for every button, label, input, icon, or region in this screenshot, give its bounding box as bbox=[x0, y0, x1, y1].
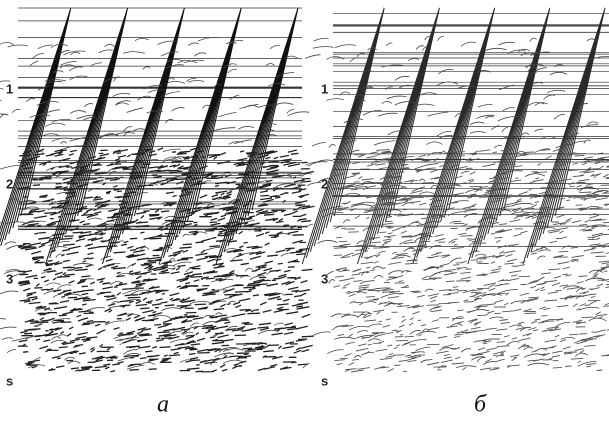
time-label: 1 bbox=[321, 81, 328, 96]
reflection-events bbox=[157, 36, 246, 366]
first-arrival bbox=[467, 7, 551, 265]
time-label: 1 bbox=[6, 81, 13, 96]
first-arrival bbox=[522, 7, 606, 265]
reflection-events bbox=[301, 37, 396, 369]
first-arrival bbox=[45, 7, 129, 265]
first-arrival bbox=[412, 7, 496, 265]
reflection-events bbox=[520, 37, 609, 367]
reflection-events bbox=[464, 41, 550, 366]
noise-texture bbox=[332, 148, 609, 373]
first-arrival bbox=[158, 7, 242, 265]
noise-texture bbox=[17, 146, 315, 373]
reflection-events bbox=[356, 42, 449, 344]
first-arrival bbox=[101, 7, 185, 265]
first-arrival bbox=[215, 7, 299, 265]
time-label: 3 bbox=[6, 271, 13, 286]
first-arrival bbox=[356, 7, 440, 265]
unit-label: s bbox=[321, 373, 328, 388]
unit-label: s bbox=[6, 373, 13, 388]
time-label: 2 bbox=[321, 176, 328, 191]
seismic-panel: 1 2 3 s а bbox=[0, 7, 315, 418]
time-label: 2 bbox=[6, 176, 13, 191]
time-label: 3 bbox=[321, 271, 328, 286]
first-arrival bbox=[301, 7, 385, 265]
panel-caption: б bbox=[474, 392, 487, 418]
seismic-panel: 1 2 3 s б bbox=[301, 7, 609, 418]
panel-caption: а bbox=[157, 392, 169, 418]
